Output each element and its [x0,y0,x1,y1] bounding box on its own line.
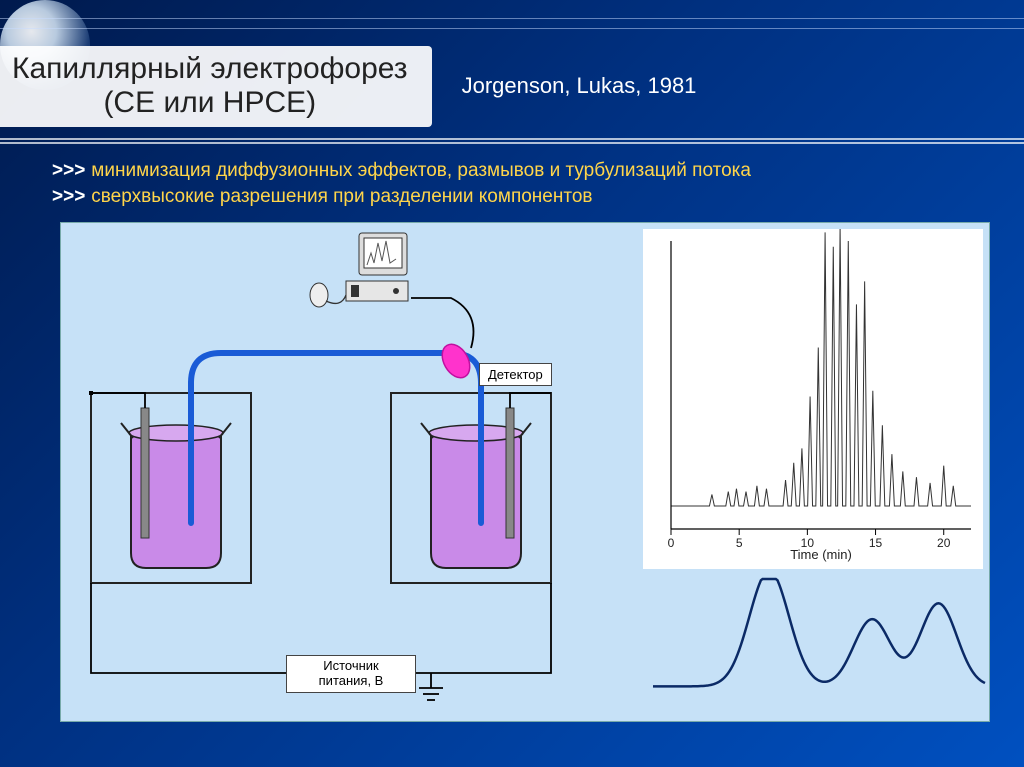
svg-text:5: 5 [736,536,743,550]
bullet-text: сверхвысокие разрешения при разделении к… [91,186,592,207]
title-bar: Капиллярный электрофорез (CE или HPCE) J… [0,36,1024,136]
apparatus-svg [61,223,651,723]
bullet-arrow-icon: >>> [52,186,85,207]
title-line2: (CE или HPCE) [103,86,316,119]
diagram-area: Детектор Источник питания, В Time (min) … [60,222,990,722]
detector-label: Детектор [479,363,552,386]
computer-icon [310,233,408,307]
electropherogram-svg: Time (min) 0 5 10 15 20 [643,229,983,569]
title-underline [0,138,1024,144]
bottom-curve-svg [649,571,989,711]
ground-icon [419,673,443,700]
bullet-item: >>> минимизация диффузионных эффектов, ра… [52,158,984,184]
x-axis-label: Time (min) [790,547,852,562]
detector-window [437,339,476,382]
power-label-l1: Источник [323,658,379,673]
svg-text:15: 15 [869,536,883,550]
right-electrode [506,408,514,538]
decor-line [0,18,1024,19]
svg-text:0: 0 [668,536,675,550]
title-line1: Капиллярный электрофорез [12,52,408,85]
bullet-arrow-icon: >>> [52,160,85,181]
svg-text:20: 20 [937,536,951,550]
slide-title: Капиллярный электрофорез (CE или HPCE) [12,52,408,121]
power-supply-label: Источник питания, В [286,655,416,693]
power-label-l2: питания, В [319,673,384,688]
svg-text:10: 10 [801,536,815,550]
citation: Jorgenson, Lukas, 1981 [462,73,697,99]
electropherogram-panel: Time (min) 0 5 10 15 20 [643,229,983,569]
left-electrode [141,408,149,538]
bottom-curve-panel [649,571,989,711]
decor-line [0,28,1024,29]
bullet-text: минимизация диффузионных эффектов, размы… [91,160,751,181]
title-box: Капиллярный электрофорез (CE или HPCE) [0,46,432,127]
detector-label-text: Детектор [488,367,543,382]
detector-cable [411,298,474,348]
left-beaker [121,423,231,568]
bullet-item: >>> сверхвысокие разрешения при разделени… [52,184,984,210]
bullet-list: >>> минимизация диффузионных эффектов, ра… [52,158,984,209]
